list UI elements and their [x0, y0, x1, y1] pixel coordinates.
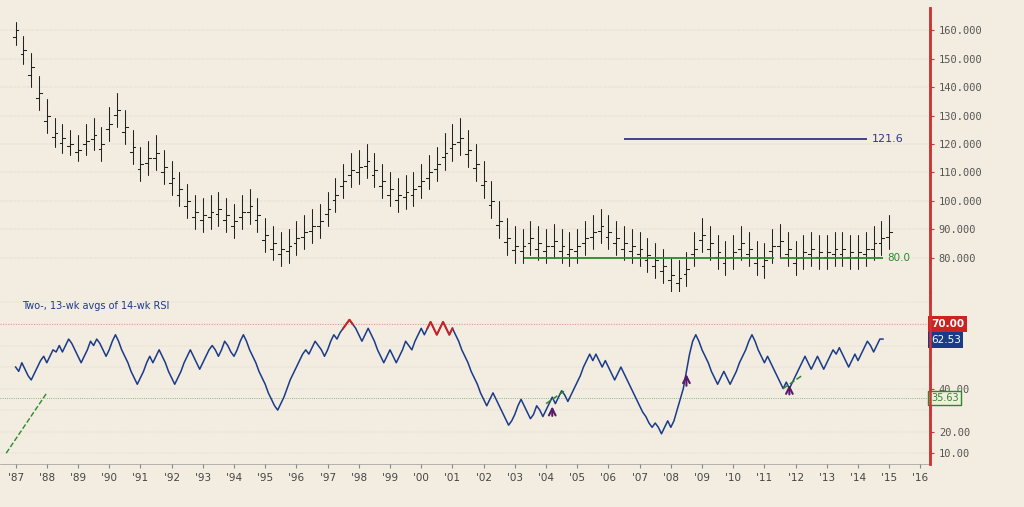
Text: 35.63: 35.63: [931, 393, 958, 403]
Text: 62.53: 62.53: [931, 335, 961, 345]
Text: 80.0: 80.0: [888, 252, 910, 263]
Text: 121.6: 121.6: [872, 134, 904, 144]
Text: Two-, 13-wk avgs of 14-wk RSI: Two-, 13-wk avgs of 14-wk RSI: [22, 301, 169, 311]
Text: 70.00: 70.00: [931, 319, 964, 329]
